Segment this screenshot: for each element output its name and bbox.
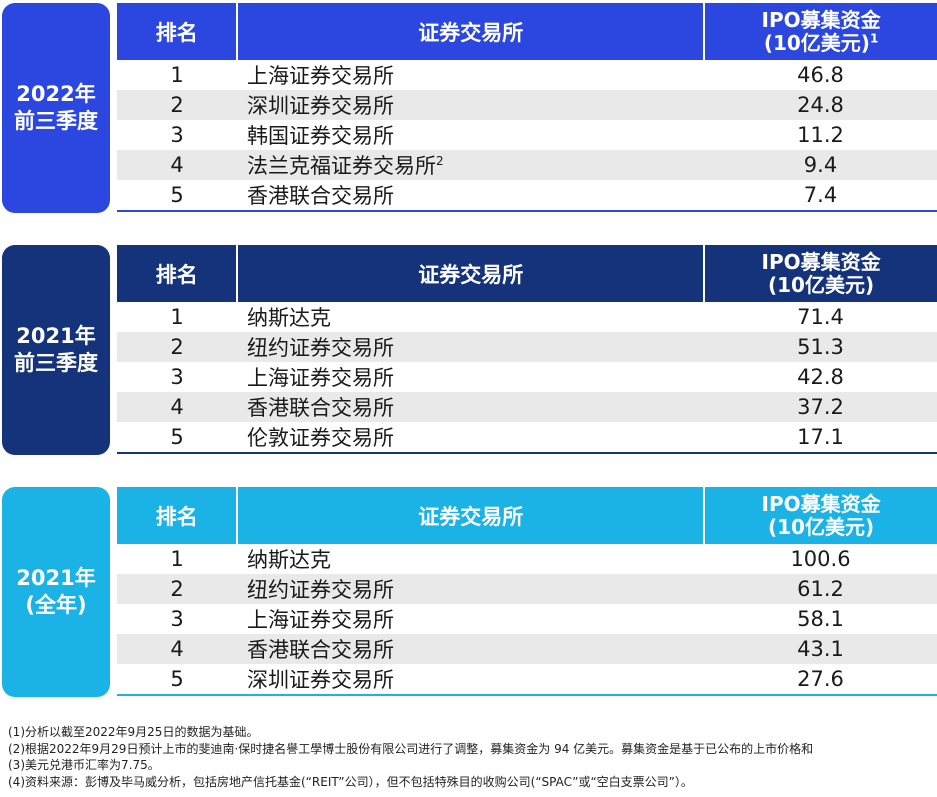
rank-header: 排名 <box>117 245 239 302</box>
table-row: 3 上海证券交易所 58.1 <box>170 607 844 632</box>
table-row: 3 上海证券交易所 42.8 <box>170 365 844 390</box>
table-row: 4 香港联合交易所 43.1 <box>117 634 937 664</box>
proceeds-header: IPO募集资金 (10亿美元) <box>761 491 881 539</box>
table-bottom-rule <box>117 210 937 212</box>
table-bottom-rule <box>117 452 937 454</box>
table-header: 排名 证券交易所 IPO募集资金 (10亿美元) <box>117 487 937 544</box>
period-badge: 2021年 (全年) <box>2 487 110 697</box>
table-row: 2 纽约证券交易所 61.2 <box>117 574 937 604</box>
exchange-header: 证券交易所 <box>238 245 706 302</box>
table-row: 5 深圳证券交易所 27.6 <box>170 667 844 692</box>
exchange-header: 证券交易所 <box>238 487 706 544</box>
table-row: 1 上海证券交易所 46.8 <box>170 63 844 88</box>
footnote: (2)根据2022年9月29日预计上市的斐迪南·保时捷名譽工學博士股份有限公司进… <box>8 741 814 756</box>
table-bottom-rule <box>117 694 937 696</box>
exchange-header: 证券交易所 <box>238 3 706 60</box>
footnote: (1)分析以截至2022年9月25日的数据为基础。 <box>8 725 259 739</box>
table-row: 4 法兰克福证券交易所2 9.4 <box>117 150 937 180</box>
table-row: 4 香港联合交易所 37.2 <box>117 392 937 422</box>
table-row: 3 韩国证券交易所 11.2 <box>170 123 844 148</box>
footnotes: (1)分析以截至2022年9月25日的数据为基础。 (2)根据2022年9月29… <box>8 724 813 790</box>
ranking-table: 排名 证券交易所 IPO募集资金 (10亿美元)1 1 上海证券交易所 46.8 2… <box>117 3 937 212</box>
table-row: 5 香港联合交易所 7.4 <box>170 183 838 208</box>
table-row: 2 深圳证券交易所 24.8 <box>117 90 937 120</box>
table-row: 1 纳斯达克 100.6 <box>170 547 851 572</box>
footnote: (4)资料来源：彭博及毕马威分析，包括房地产信托基金(“REIT”公司），但不包… <box>8 774 693 789</box>
table-row: 1 纳斯达克 71.4 <box>170 305 844 330</box>
ranking-table: 排名 证券交易所 IPO募集资金 (10亿美元) 1 纳斯达克 100.6 2 纽约证… <box>117 487 937 696</box>
footnote-marker: 2 <box>436 154 444 168</box>
table-row: 5 伦敦证券交易所 17.1 <box>170 425 844 450</box>
period-badge: 2022年 前三季度 <box>2 3 110 213</box>
period-badge: 2021年 前三季度 <box>2 245 110 455</box>
proceeds-header: IPO募集资金 (10亿美元)1 <box>761 7 881 55</box>
footnote-marker: 1 <box>869 30 879 45</box>
rank-header: 排名 <box>117 3 239 60</box>
proceeds-header: IPO募集资金 (10亿美元) <box>761 249 881 297</box>
table-header: 排名 证券交易所 IPO募集资金 (10亿美元) <box>117 245 937 302</box>
table-row: 2 纽约证券交易所 51.3 <box>117 332 937 362</box>
table-header: 排名 证券交易所 IPO募集资金 (10亿美元)1 <box>117 3 937 60</box>
rank-header: 排名 <box>117 487 239 544</box>
ranking-table: 排名 证券交易所 IPO募集资金 (10亿美元) 1 纳斯达克 71.4 2 纽约证券… <box>117 245 937 454</box>
footnote: (3)美元兑港币汇率为7.75。 <box>8 758 160 772</box>
